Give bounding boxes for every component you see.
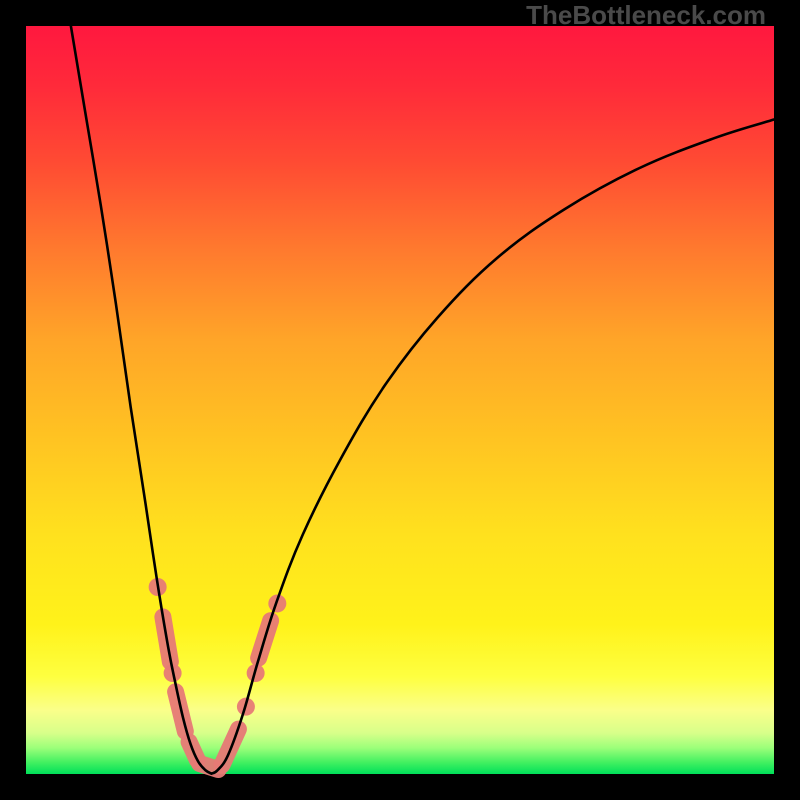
gradient-background (26, 26, 774, 774)
chart-frame: TheBottleneck.com (0, 0, 800, 800)
chart-svg (0, 0, 800, 800)
watermark-text: TheBottleneck.com (526, 0, 766, 31)
